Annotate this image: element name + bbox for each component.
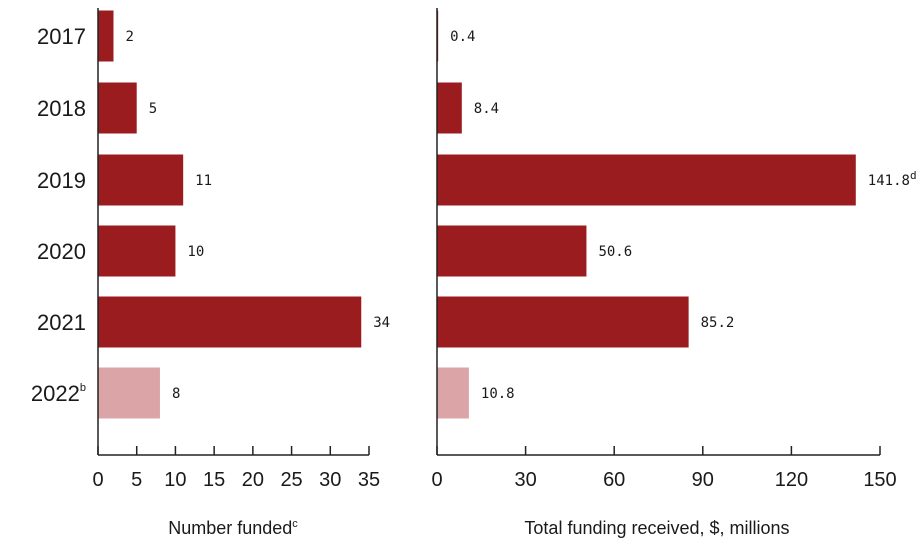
- total-funding-bar-2020: [437, 225, 587, 277]
- number-funded-tick-label-30: 30: [319, 469, 341, 491]
- total-funding-bar-2022: [437, 367, 469, 419]
- total-funding-bar-2018: [437, 82, 462, 134]
- total-funding-panel: 0.4 8.4 141.8d 50.6 85.2 10.8 0 30 60 90 120 150 Tot…: [431, 8, 917, 538]
- year-label-2019: 2019: [37, 168, 86, 193]
- number-funded-value-label-2018: 5: [149, 101, 157, 117]
- number-funded-value-label-2017: 2: [125, 29, 133, 45]
- number-funded-value-label-2022: 8: [172, 386, 180, 402]
- year-label-2022: 2022b: [31, 381, 86, 406]
- year-label-2018: 2018: [37, 96, 86, 121]
- total-funding-value-label-2022: 10.8: [481, 386, 515, 402]
- number-funded-bar-2019: [98, 154, 184, 206]
- number-funded-tick-label-35: 35: [358, 469, 380, 491]
- total-funding-tick-label-120: 120: [775, 469, 808, 491]
- number-funded-tick-label-5: 5: [131, 469, 142, 491]
- total-funding-value-label-2020: 50.6: [598, 244, 632, 260]
- total-funding-value-label-2019: 141.8d: [868, 169, 917, 189]
- number-funded-bar-2021: [98, 296, 362, 348]
- number-funded-value-label-2019: 11: [195, 173, 212, 189]
- number-funded-value-label-2020: 10: [187, 244, 204, 260]
- total-funding-value-label-2021: 85.2: [701, 315, 735, 331]
- number-funded-bar-2020: [98, 225, 176, 277]
- number-funded-axis-title: Number fundedc: [168, 518, 298, 538]
- number-funded-bar-2022: [98, 367, 160, 419]
- number-funded-tick-label-15: 15: [203, 469, 225, 491]
- number-funded-value-label-2021: 34: [373, 315, 390, 331]
- total-funding-tick-label-150: 150: [863, 469, 896, 491]
- number-funded-bar-2017: [98, 10, 114, 62]
- year-labels: 2017 2018 2019 2020 2021 2022b: [31, 24, 86, 406]
- number-funded-tick-label-20: 20: [242, 469, 264, 491]
- total-funding-bar-2021: [437, 296, 689, 348]
- total-funding-axis-title: Total funding received, $, millions: [524, 518, 789, 538]
- total-funding-tick-label-0: 0: [431, 469, 442, 491]
- number-funded-tick-label-10: 10: [164, 469, 186, 491]
- total-funding-value-label-2018: 8.4: [474, 101, 499, 117]
- total-funding-bar-2019: [437, 154, 856, 206]
- total-funding-tick-label-60: 60: [603, 469, 625, 491]
- year-label-2021: 2021: [37, 310, 86, 335]
- total-funding-tick-label-30: 30: [514, 469, 536, 491]
- number-funded-tick-label-25: 25: [280, 469, 302, 491]
- number-funded-bar-2018: [98, 82, 137, 134]
- year-label-2020: 2020: [37, 239, 86, 264]
- number-funded-tick-label-0: 0: [92, 469, 103, 491]
- total-funding-tick-label-90: 90: [692, 469, 714, 491]
- year-label-2017: 2017: [37, 24, 86, 49]
- total-funding-value-label-2017: 0.4: [450, 29, 475, 45]
